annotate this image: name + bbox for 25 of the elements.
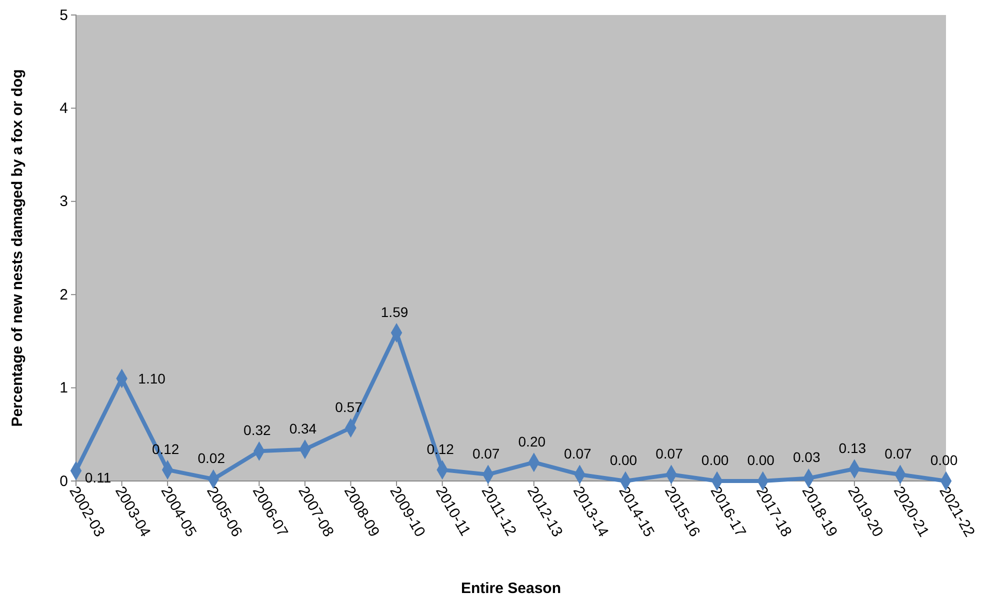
y-tick-label: 1 — [60, 380, 68, 397]
data-label: 0.11 — [84, 470, 112, 486]
data-label: 1.59 — [380, 304, 408, 320]
y-tick-label: 0 — [60, 472, 68, 490]
y-tick-label: 3 — [60, 193, 68, 210]
data-label: 0.07 — [884, 445, 912, 462]
data-label: 0.00 — [701, 452, 729, 468]
data-label: 0.13 — [838, 440, 866, 456]
x-axis-title: Entire Season — [460, 580, 562, 597]
data-label: 0.34 — [289, 420, 317, 436]
data-label: 0.00 — [610, 452, 638, 468]
data-label: 0.20 — [518, 433, 546, 450]
data-label: 0.00 — [930, 452, 958, 468]
data-label: 0.03 — [793, 449, 820, 466]
data-label: 0.02 — [198, 450, 226, 466]
y-tick-label: 5 — [60, 6, 68, 24]
data-label: 0.07 — [656, 445, 684, 462]
data-label: 1.10 — [138, 370, 166, 386]
data-label: 0.07 — [472, 445, 500, 462]
y-tick-label: 2 — [60, 286, 68, 304]
y-axis-title: Percentage of new nests damaged by a fox or dog — [9, 69, 26, 427]
data-label: 0.07 — [564, 445, 592, 462]
y-tick-label: 4 — [60, 100, 68, 117]
data-label: 0.00 — [747, 452, 775, 468]
data-label: 0.32 — [244, 422, 271, 438]
